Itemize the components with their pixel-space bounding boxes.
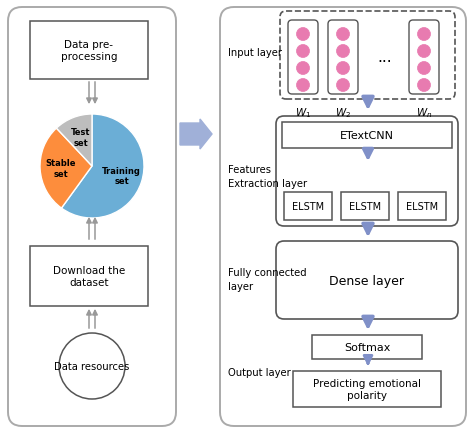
Circle shape [337,62,349,76]
Circle shape [418,29,430,41]
Text: ELSTM: ELSTM [349,201,381,211]
Circle shape [418,46,430,58]
Text: $W_1$: $W_1$ [295,106,311,119]
Circle shape [297,62,310,76]
FancyBboxPatch shape [288,21,318,95]
Wedge shape [62,115,144,218]
Text: ELSTM: ELSTM [292,201,324,211]
Circle shape [297,29,310,41]
Text: Features
Extraction layer: Features Extraction layer [228,164,307,188]
Wedge shape [56,115,92,167]
Circle shape [337,29,349,41]
Circle shape [337,46,349,58]
Text: Download the
dataset: Download the dataset [53,266,125,287]
Text: Stable
set: Stable set [46,159,76,178]
Bar [282,123,452,149]
Text: Predicting emotional
polarity: Predicting emotional polarity [313,378,421,400]
Text: Data pre-
processing: Data pre- processing [61,40,117,62]
FancyBboxPatch shape [409,21,439,95]
Bar [341,193,389,220]
FancyBboxPatch shape [220,8,466,426]
Text: $W_n$: $W_n$ [416,106,432,119]
FancyBboxPatch shape [8,8,176,426]
Circle shape [337,79,349,92]
Text: Training
set: Training set [102,167,141,186]
Text: Dense layer: Dense layer [329,274,404,287]
Text: ...: ... [378,50,392,66]
FancyBboxPatch shape [328,21,358,95]
Text: Fully connected
layer: Fully connected layer [228,267,307,291]
Text: Data resources: Data resources [55,361,130,371]
FancyBboxPatch shape [276,117,458,227]
Text: Input layer: Input layer [228,48,282,58]
Circle shape [418,79,430,92]
Bar [284,193,332,220]
Text: Output layer: Output layer [228,367,291,377]
Circle shape [297,79,310,92]
Bar [30,22,148,80]
Text: Test
set: Test set [71,128,90,148]
FancyBboxPatch shape [276,241,458,319]
FancyArrow shape [180,120,212,150]
Wedge shape [40,129,92,209]
Circle shape [59,333,125,399]
Text: $W_2$: $W_2$ [335,106,351,119]
Circle shape [297,46,310,58]
FancyBboxPatch shape [280,12,455,100]
Bar [293,371,441,407]
Text: Softmax: Softmax [344,342,390,352]
Circle shape [418,62,430,76]
Bar [312,335,422,359]
Text: ELSTM: ELSTM [406,201,438,211]
Text: ETextCNN: ETextCNN [340,131,394,141]
Bar [398,193,446,220]
Bar [30,247,148,306]
